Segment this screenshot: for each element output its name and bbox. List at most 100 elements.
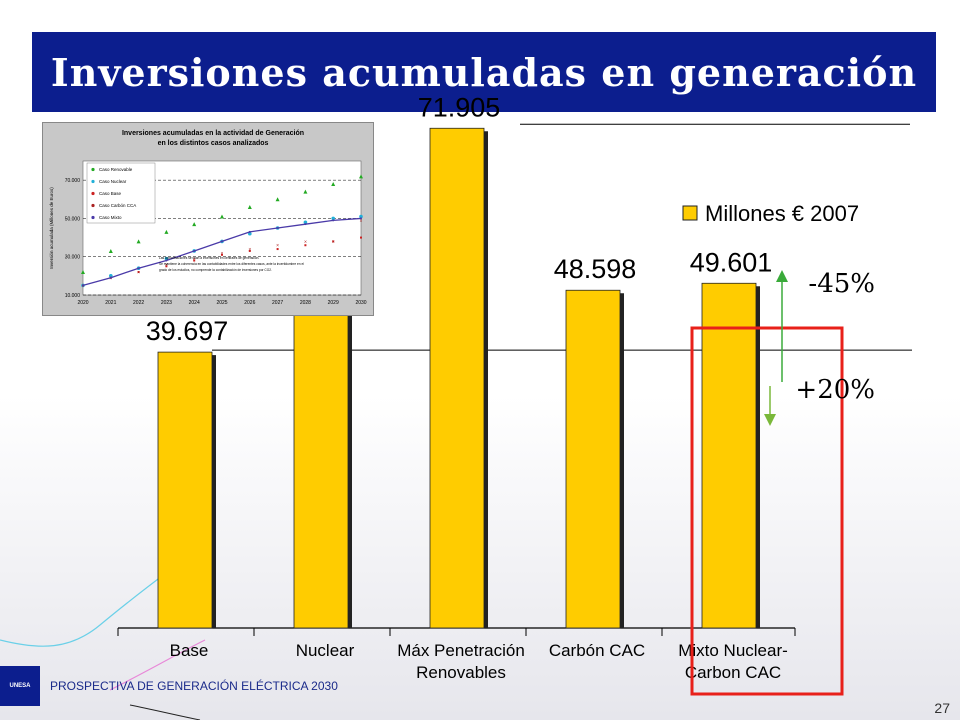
category-label: Mixto Nuclear-: [678, 641, 788, 660]
decorative-lines: [0, 569, 206, 720]
category-label: Renovables: [416, 663, 506, 682]
inset-point: [192, 222, 197, 227]
bar-value-label: 39.697: [146, 316, 229, 346]
inset-point: [164, 256, 169, 261]
inset-point: [303, 189, 308, 194]
inset-point: [331, 216, 336, 221]
inset-point: [164, 229, 169, 234]
page-number: 27: [934, 700, 950, 716]
inset-point: ×: [304, 239, 307, 245]
inset-point: ×: [360, 218, 363, 224]
inset-y-label: Inversión acumulada (Millones de Euros): [49, 187, 54, 269]
legend-swatch: [682, 205, 698, 221]
unesa-logo: UNESA: [0, 666, 40, 706]
decor-line-pink: [109, 639, 206, 691]
inset-point: [193, 249, 196, 252]
inset-note: Se mantiene la coherencia en las contabi…: [159, 262, 304, 266]
inset-y-tick: 70.000: [65, 178, 81, 184]
inset-legend-marker: [91, 167, 95, 172]
inset-note: Las aproximaciones se usan a inversiones…: [159, 256, 259, 260]
inset-point: [248, 249, 251, 252]
up-arrow-head: [776, 270, 788, 282]
inset-legend-label: Caso Renovable: [99, 167, 133, 172]
inset-y-tick: 50.000: [65, 216, 81, 222]
inset-point: [82, 284, 84, 287]
bar-value-label: 49.601: [690, 247, 773, 277]
inset-point: ×: [332, 239, 335, 245]
legend: Millones € 2007: [682, 201, 859, 226]
inset-legend-marker: [91, 203, 95, 208]
inset-line-chart: Inversiones acumuladas en la actividad d…: [42, 122, 374, 316]
inset-y-tick: 30.000: [65, 255, 81, 261]
inset-x-tick: 2025: [216, 300, 227, 306]
inset-point: [360, 236, 362, 239]
inset-legend-label: Caso Mixto: [99, 215, 122, 220]
inset-title: Inversiones acumuladas en la actividad d…: [122, 130, 304, 137]
inset-point: ×: [276, 243, 279, 249]
inset-point: ×: [82, 283, 85, 289]
inset-point: [248, 230, 251, 233]
inset-point: [137, 267, 140, 270]
inset-point: ×: [193, 257, 196, 263]
inset-legend-label: Caso Base: [99, 191, 122, 196]
inset-point: [304, 223, 307, 226]
inset-point: [359, 214, 363, 219]
inset-x-tick: 2024: [189, 300, 200, 306]
inset-point: [332, 240, 335, 243]
inset-point: [331, 181, 336, 186]
inset-point: [221, 240, 223, 243]
inset-note: grado de los estudios, no comprende la c…: [159, 268, 272, 272]
inset-x-tick: 2021: [105, 300, 116, 306]
category-labels: Base Nuclear Máx Penetración Renovables Carb…: [170, 641, 788, 682]
inset-point: ×: [248, 247, 251, 253]
inset-point: [108, 248, 113, 253]
inset-point: [109, 274, 113, 278]
inset-y-tick: 10.000: [65, 293, 81, 299]
inset-point: [276, 227, 279, 229]
highlight-box: [690, 326, 844, 696]
page-title: Inversiones acumuladas en generación: [50, 49, 918, 95]
bar: [429, 127, 485, 629]
inset-point: [303, 220, 308, 225]
bars: [157, 127, 760, 629]
annotations: -45% +20%: [690, 269, 875, 696]
inset-legend-label: Caso Carbón CCA: [99, 203, 136, 208]
decor-line-cyan: [0, 569, 171, 647]
inset-point: [136, 239, 141, 244]
inset-point: [109, 276, 112, 279]
inset-x-tick: 2030: [355, 300, 366, 306]
inset-legend-box: [86, 162, 156, 224]
inset-point: [247, 204, 252, 209]
category-label: Carbón CAC: [549, 641, 645, 660]
category-label: Nuclear: [296, 641, 355, 660]
inset-legend-marker: [91, 191, 95, 196]
inset-legend-label: Caso Nuclear: [99, 179, 127, 184]
inset-point: [304, 244, 307, 247]
pct-annotation-up: -45%: [808, 269, 875, 299]
inset-point: [220, 214, 224, 219]
legend-label: Millones € 2007: [705, 201, 859, 226]
category-label: Máx Penetración: [397, 641, 525, 660]
inset-point: ×: [221, 251, 224, 257]
inset-point: [276, 248, 279, 251]
category-label: Base: [170, 641, 209, 660]
inset-point: [81, 270, 85, 275]
bar: [157, 351, 213, 629]
inset-x-tick: 2029: [328, 300, 339, 306]
inset-x-tick: 2028: [300, 300, 311, 306]
inset-x-tick: 2027: [272, 300, 283, 306]
inset-point: [360, 217, 362, 220]
title-bar: Inversiones acumuladas en generación: [32, 32, 936, 112]
inset-point: [248, 231, 252, 236]
pct-annotation-down: +20%: [795, 375, 875, 405]
inset-point: ×: [165, 262, 168, 268]
inset-point: [332, 219, 335, 222]
inset-point: [137, 271, 140, 274]
inset-title: en los distintos casos analizados: [158, 140, 269, 147]
inset-point: [221, 253, 223, 256]
inset-point: [165, 265, 168, 268]
category-label: Carbon CAC: [685, 663, 781, 682]
inset-x-tick: 2022: [133, 300, 144, 306]
inset-x-tick: 2023: [161, 300, 172, 306]
